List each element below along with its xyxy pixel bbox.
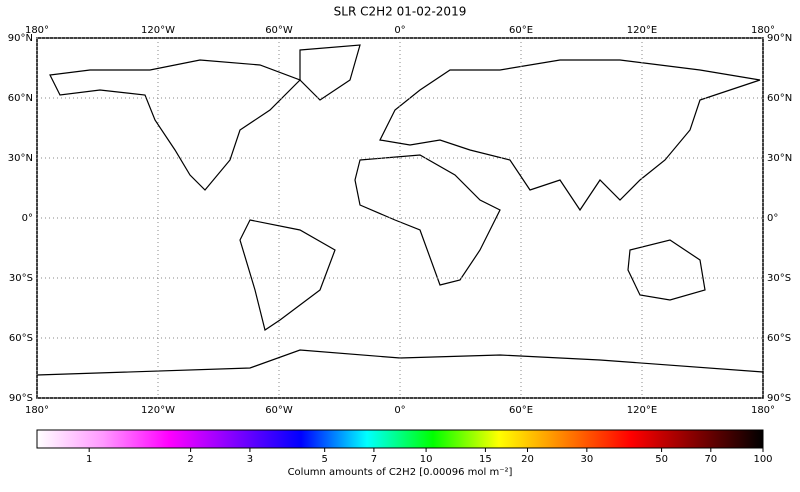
x-tick-label: 60°W [265, 405, 293, 416]
x-tick-label: 120°W [141, 25, 175, 36]
colorbar-tick-label: 1 [86, 454, 92, 465]
colorbar-tick-label: 3 [247, 454, 253, 465]
y-tick-label: 0° [767, 213, 778, 224]
y-tick-label: 30°N [8, 153, 33, 164]
y-tick-label: 60°S [9, 333, 33, 344]
y-tick-label: 30°S [9, 273, 33, 284]
colorbar-tick-label: 2 [187, 454, 193, 465]
colorbar-tick-label: 15 [479, 454, 492, 465]
x-tick-label: 120°W [141, 405, 175, 416]
colorbar-tick-label: 10 [420, 454, 433, 465]
y-tick-label: 60°S [767, 333, 791, 344]
y-tick-label: 90°S [767, 393, 791, 404]
x-tick-label: 120°E [627, 25, 657, 36]
colorbar-tick-label: 30 [580, 454, 593, 465]
colorbar-tick-label: 70 [704, 454, 717, 465]
y-tick-label: 90°N [8, 33, 33, 44]
colorbar-tick-label: 50 [655, 454, 668, 465]
colorbar-tick-label: 100 [753, 454, 772, 465]
x-tick-label: 60°E [509, 25, 533, 36]
chart-title: SLR C2H2 01-02-2019 [334, 5, 467, 19]
x-tick-label: 180° [25, 405, 49, 416]
colorbar [36, 429, 764, 449]
colorbar-label: Column amounts of C2H2 [0.00096 mol m⁻²] [288, 467, 513, 478]
x-tick-label: 0° [394, 25, 405, 36]
y-tick-label: 90°S [9, 393, 33, 404]
x-tick-label: 180° [751, 405, 775, 416]
x-tick-label: 60°W [265, 25, 293, 36]
y-tick-label: 30°N [767, 153, 792, 164]
x-tick-label: 180° [751, 25, 775, 36]
y-tick-label: 0° [22, 213, 33, 224]
colorbar-tick-label: 7 [371, 454, 377, 465]
y-tick-label: 60°N [767, 93, 792, 104]
x-tick-label: 60°E [509, 405, 533, 416]
x-tick-label: 180° [25, 25, 49, 36]
colorbar-tick-label: 5 [321, 454, 327, 465]
x-tick-label: 120°E [627, 405, 657, 416]
y-tick-label: 30°S [767, 273, 791, 284]
y-tick-label: 90°N [767, 33, 792, 44]
y-tick-label: 60°N [8, 93, 33, 104]
x-tick-label: 0° [394, 405, 405, 416]
colorbar-tick-label: 20 [521, 454, 534, 465]
